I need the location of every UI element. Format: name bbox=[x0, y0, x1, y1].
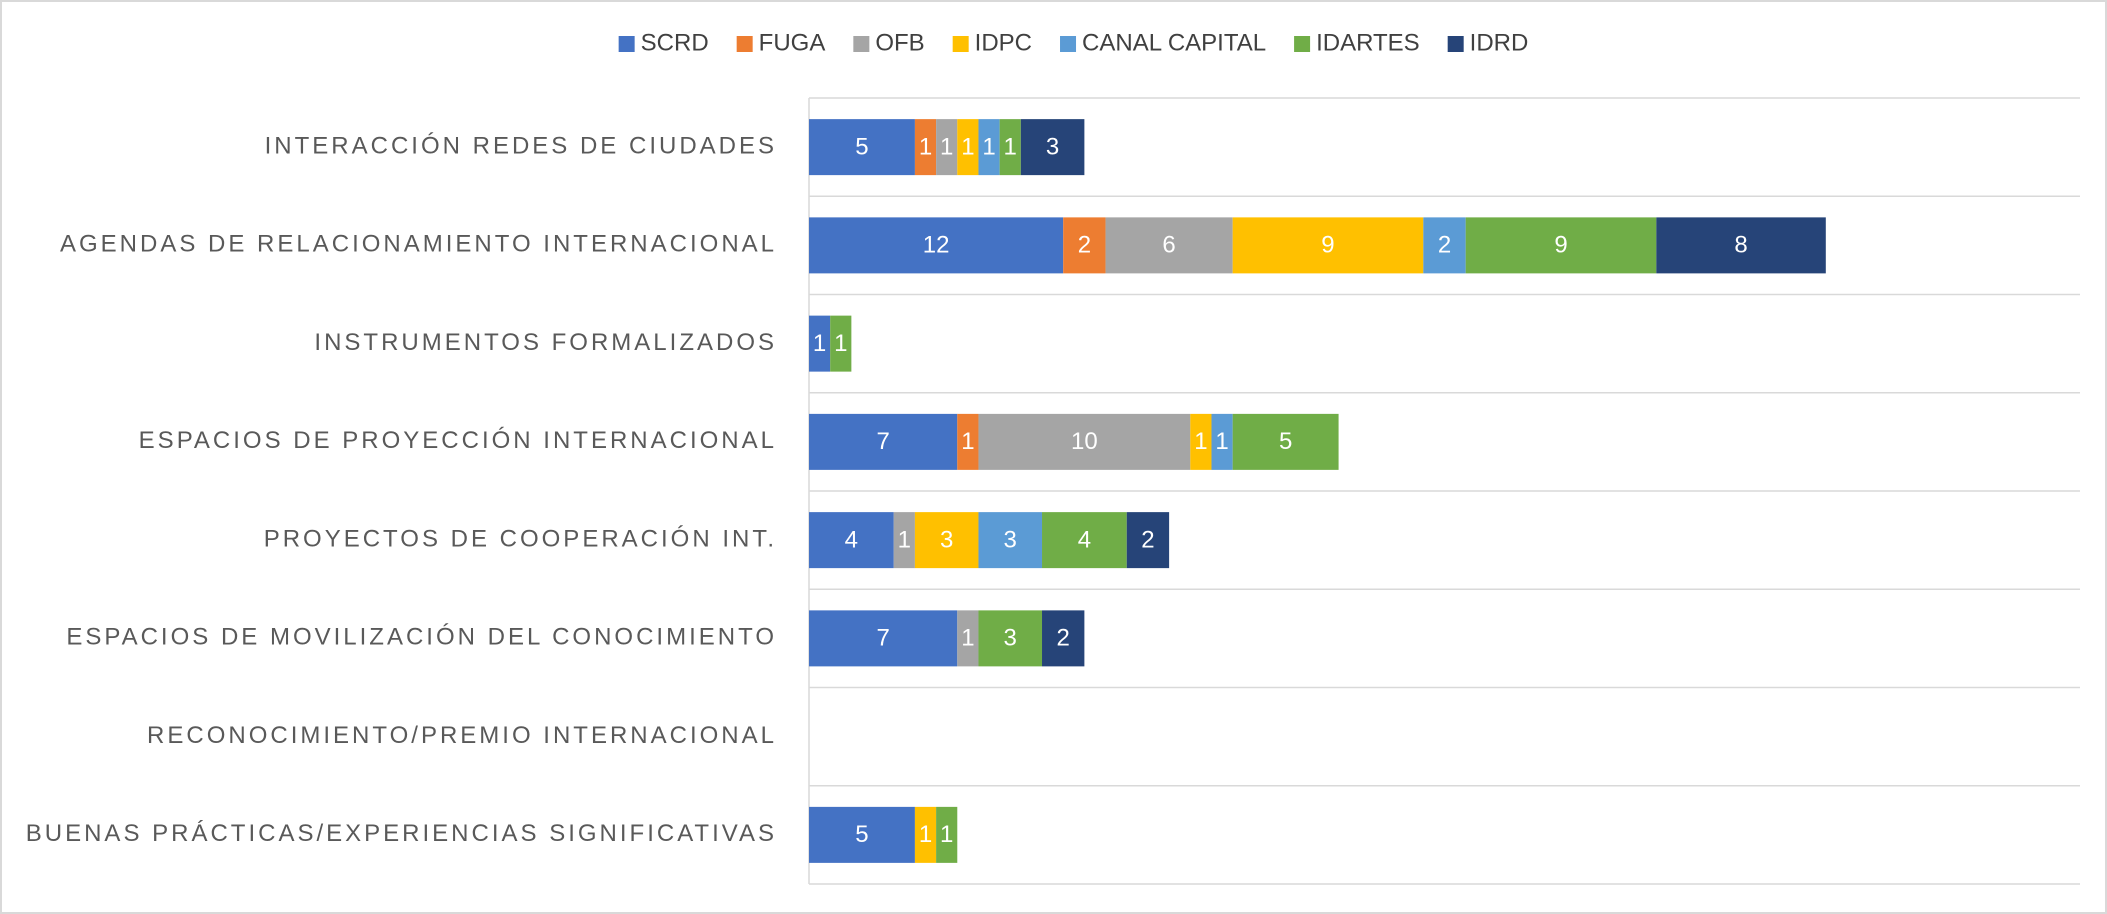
bar-segment bbox=[1465, 217, 1657, 274]
data-label: 9 bbox=[1554, 232, 1567, 259]
data-label: 5 bbox=[855, 821, 868, 848]
legend-label: IDARTES bbox=[1316, 29, 1420, 56]
data-label: 1 bbox=[961, 625, 974, 652]
bar-segment bbox=[1105, 217, 1233, 274]
data-label: 1 bbox=[898, 526, 911, 553]
data-label: 1 bbox=[940, 821, 953, 848]
data-label: 3 bbox=[1004, 526, 1017, 553]
bar-segment bbox=[809, 806, 915, 863]
bar-segment bbox=[978, 610, 1043, 667]
data-label: 8 bbox=[1734, 232, 1747, 259]
data-label: 5 bbox=[855, 133, 868, 160]
bar-segment bbox=[809, 217, 1064, 274]
data-label: 1 bbox=[982, 133, 995, 160]
data-label: 1 bbox=[1004, 133, 1017, 160]
data-label: 4 bbox=[845, 526, 858, 553]
bar-segment bbox=[809, 315, 831, 372]
data-label: 3 bbox=[1004, 625, 1017, 652]
data-label: 3 bbox=[940, 526, 953, 553]
legend-swatch bbox=[952, 36, 969, 52]
legend-label: OFB bbox=[875, 29, 924, 56]
data-label: 7 bbox=[876, 428, 889, 455]
bar-segment bbox=[978, 413, 1191, 470]
data-label: 2 bbox=[1078, 232, 1091, 259]
data-label: 6 bbox=[1162, 232, 1175, 259]
legend-swatch bbox=[618, 36, 635, 52]
data-label: 12 bbox=[923, 232, 950, 259]
legend-swatch bbox=[1060, 36, 1077, 52]
bar-segment bbox=[809, 610, 958, 667]
legend-swatch bbox=[1447, 36, 1464, 52]
bar-segment bbox=[978, 119, 1000, 176]
bar-segment bbox=[978, 512, 1043, 569]
data-label: 1 bbox=[1194, 428, 1207, 455]
bar-segment bbox=[1042, 610, 1085, 667]
data-label: 2 bbox=[1438, 232, 1451, 259]
bar-segment bbox=[936, 806, 958, 863]
bar-segment bbox=[957, 610, 979, 667]
category-label: RECONOCIMIENTO/PREMIO INTERNACIONAL bbox=[147, 722, 777, 749]
data-label: 1 bbox=[961, 428, 974, 455]
category-label: INTERACCIÓN REDES DE CIUDADES bbox=[265, 132, 777, 159]
bar-segment bbox=[914, 119, 937, 176]
legend-label: SCRD bbox=[641, 29, 709, 56]
category-label: AGENDAS DE RELACIONAMIENTO INTERNACIONAL bbox=[60, 231, 777, 258]
bar-segment bbox=[1190, 413, 1212, 470]
category-label: ESPACIOS DE PROYECCIÓN INTERNACIONAL bbox=[139, 427, 777, 454]
bar-segment bbox=[1063, 217, 1106, 274]
bar-segment bbox=[957, 119, 979, 176]
legend-swatch bbox=[853, 36, 870, 52]
legend-label: IDRD bbox=[1470, 29, 1529, 56]
bar-segment bbox=[1232, 217, 1424, 274]
data-label: 2 bbox=[1141, 526, 1154, 553]
category-label: ESPACIOS DE MOVILIZACIÓN DEL CONOCIMIENT… bbox=[66, 624, 777, 651]
bar-segment bbox=[893, 512, 915, 569]
data-label: 10 bbox=[1071, 428, 1098, 455]
data-label: 1 bbox=[1215, 428, 1228, 455]
data-label: 1 bbox=[919, 821, 932, 848]
legend-swatch bbox=[1294, 36, 1311, 52]
legend-label: FUGA bbox=[759, 29, 826, 56]
bar-segment bbox=[809, 512, 894, 569]
category-label: BUENAS PRÁCTICAS/EXPERIENCIAS SIGNIFICAT… bbox=[26, 820, 777, 847]
data-label: 1 bbox=[961, 133, 974, 160]
data-label: 9 bbox=[1321, 232, 1334, 259]
data-label: 2 bbox=[1057, 625, 1070, 652]
bar-segment bbox=[809, 119, 915, 176]
bar-segment bbox=[1656, 217, 1826, 274]
data-label: 4 bbox=[1078, 526, 1091, 553]
bar-segment bbox=[914, 806, 937, 863]
bar-segment bbox=[1232, 413, 1339, 470]
bar-segment bbox=[1042, 512, 1127, 569]
bar-segment bbox=[936, 119, 958, 176]
data-label: 7 bbox=[876, 625, 889, 652]
bar-segment bbox=[809, 413, 958, 470]
bar-segment bbox=[914, 512, 979, 569]
data-label: 1 bbox=[940, 133, 953, 160]
category-label: PROYECTOS DE COOPERACIÓN INT. bbox=[264, 525, 777, 552]
bar-segment bbox=[1211, 413, 1233, 470]
legend-swatch bbox=[736, 36, 753, 52]
bar-segment bbox=[1423, 217, 1466, 274]
data-label: 1 bbox=[813, 330, 826, 357]
bar-segment bbox=[1126, 512, 1170, 569]
category-label: INSTRUMENTOS FORMALIZADOS bbox=[314, 329, 777, 356]
bar-segment bbox=[1020, 119, 1085, 176]
legend-label: CANAL CAPITAL bbox=[1082, 29, 1266, 56]
legend-label: IDPC bbox=[975, 29, 1032, 56]
bar-segment bbox=[957, 413, 979, 470]
bar-segment bbox=[999, 119, 1021, 176]
data-label: 3 bbox=[1046, 133, 1059, 160]
bar-segment bbox=[830, 315, 852, 372]
data-label: 5 bbox=[1279, 428, 1292, 455]
data-label: 1 bbox=[919, 133, 932, 160]
data-label: 1 bbox=[834, 330, 847, 357]
